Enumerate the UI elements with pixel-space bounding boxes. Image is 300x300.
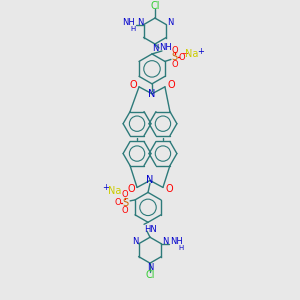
Text: O: O [127,184,135,194]
Text: S: S [122,198,128,208]
Text: O: O [167,80,175,90]
Text: N: N [152,44,158,53]
Text: O: O [115,198,122,207]
Text: +: + [197,47,204,56]
Text: N: N [132,237,138,246]
Text: O: O [172,60,178,69]
Text: H: H [178,245,184,251]
Text: Na: Na [185,50,199,59]
Text: N: N [148,89,156,99]
Text: N: N [167,18,173,27]
Text: O: O [172,46,178,55]
Text: N: N [162,237,168,246]
Text: O: O [122,190,128,200]
Text: N: N [147,263,153,272]
Text: NH: NH [170,237,182,246]
Text: NH: NH [122,18,135,27]
Text: +: + [102,183,109,192]
Text: −: − [182,49,188,58]
Text: O: O [165,184,173,194]
Text: Cl: Cl [145,270,155,280]
Text: S: S [172,52,178,62]
Text: Na: Na [109,186,122,196]
Text: HN: HN [145,225,158,234]
Text: O: O [122,206,128,215]
Text: Cl: Cl [150,1,160,11]
Text: N: N [146,176,154,185]
Text: H: H [130,26,135,32]
Text: O: O [178,53,185,62]
Text: O: O [129,80,137,90]
Text: NH: NH [160,44,172,52]
Text: N: N [137,18,143,27]
